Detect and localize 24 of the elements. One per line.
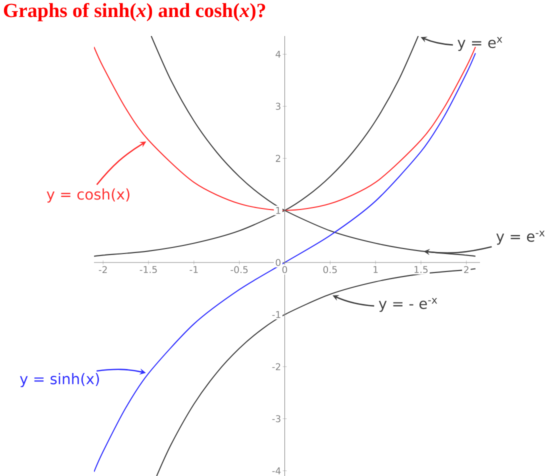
- text: y = cosh(x): [46, 188, 130, 203]
- legend-label: y = - e$^{-x}$: [378, 298, 438, 312]
- y-tick-label: -2: [272, 363, 280, 370]
- y-tick-label: -1: [272, 311, 280, 318]
- y-tick-label: -3: [272, 415, 280, 422]
- x-tick-label: 1.5: [414, 266, 428, 274]
- text: y = sinh(x): [20, 372, 99, 388]
- chart-title: Graphs of sinh(x) and cosh(x)?: [4, 2, 266, 22]
- y-tick-label: 3: [276, 102, 280, 110]
- x-tick-label: -1: [190, 266, 198, 273]
- y-tick-label: -4: [272, 467, 281, 474]
- legend-label: y = e$^{x}$: [458, 37, 502, 51]
- y-tick-label: 1: [276, 207, 280, 214]
- x-tick-label: 0.5: [323, 266, 337, 274]
- series-label: y = e$^{-x}$: [496, 230, 545, 245]
- x-tick-label: 0: [282, 266, 288, 274]
- x-tick-label: -2: [98, 266, 107, 274]
- x-tick-label: 1: [374, 266, 378, 273]
- y-tick-label: 4: [276, 50, 281, 58]
- y-tick-label: 2: [276, 154, 280, 162]
- x-tick-label: -0.5: [230, 266, 248, 274]
- x-tick-label: 2: [464, 266, 468, 274]
- x-tick-label: -1.5: [140, 266, 157, 274]
- y-tick-label: 0: [276, 258, 281, 266]
